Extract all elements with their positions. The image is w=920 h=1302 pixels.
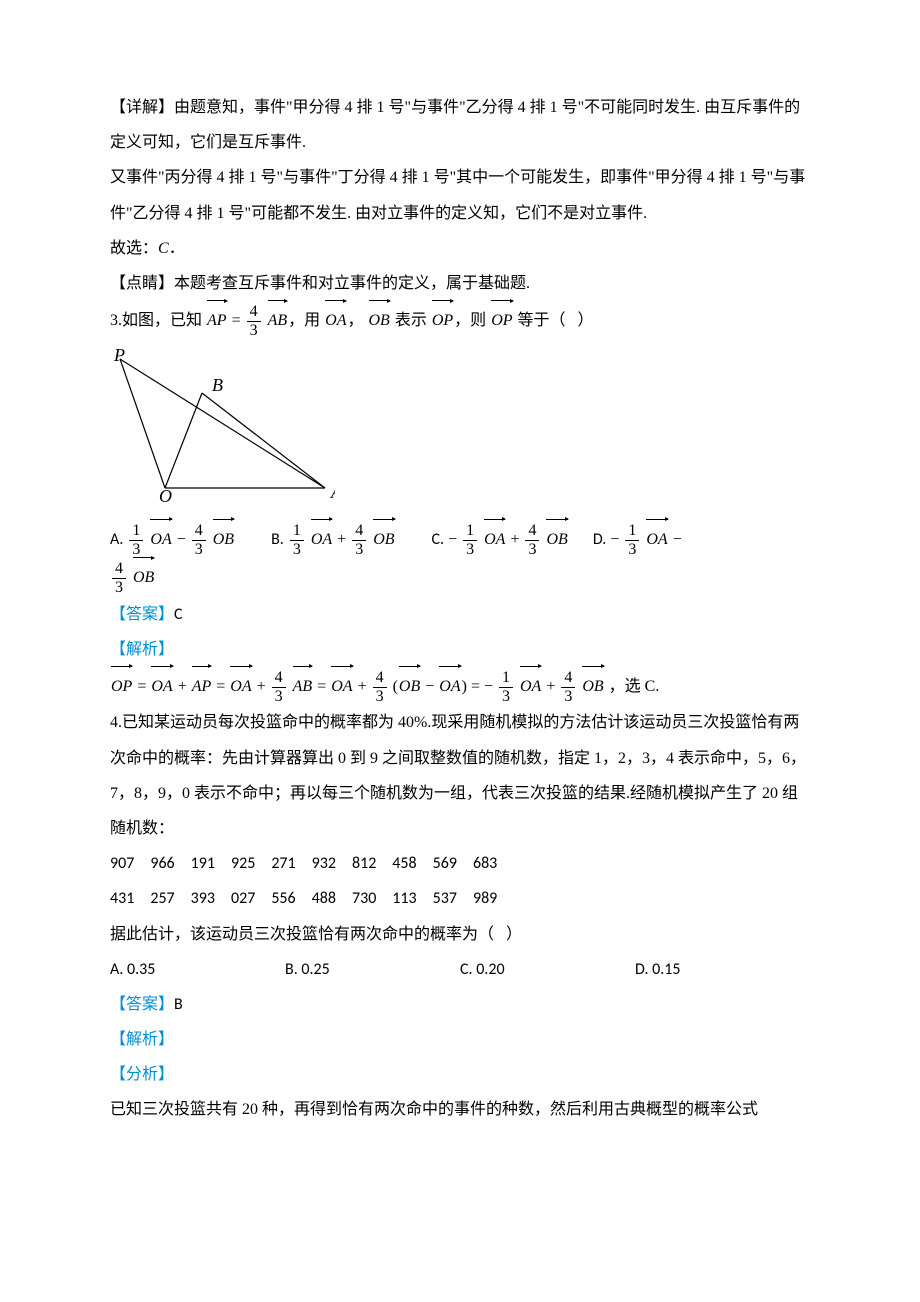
- paragraph: 又事件"丙分得 4 排 1 号"与事件"丁分得 4 排 1 号"其中一个可能发生…: [110, 160, 810, 230]
- vector-OP: OP: [432, 301, 453, 338]
- choice-D-cont: 43 OB: [110, 569, 155, 586]
- answer-label: 【答案】: [110, 996, 174, 1013]
- text: ，选 C.: [609, 678, 660, 695]
- paragraph: 【详解】由题意知，事件"甲分得 4 排 1 号"与事件"乙分得 4 排 1 号"…: [110, 90, 810, 160]
- q4-random-row1: 907 966 191 925 271 932 812 458 569 683: [110, 846, 810, 881]
- text: ，用: [288, 312, 324, 329]
- choice-B: B. 13 OA + 43 OB: [271, 531, 399, 548]
- random-number: 966: [150, 854, 174, 873]
- fraction-4-over-3: 43: [247, 303, 261, 339]
- answer-label: 【答案】: [110, 606, 174, 623]
- answer-line: 【答案】B: [110, 987, 810, 1022]
- analysis-label: 【解析】: [110, 1031, 174, 1048]
- random-number: 683: [473, 854, 497, 873]
- vector-AP: AP: [207, 301, 227, 338]
- vector-OB: OB: [369, 301, 390, 338]
- text: 3.如图，已知: [110, 312, 206, 329]
- random-number: 271: [271, 854, 295, 873]
- svg-text:A: A: [330, 482, 335, 502]
- text: ，则: [454, 312, 490, 329]
- text: ，: [347, 312, 363, 329]
- page: 【详解】由题意知，事件"甲分得 4 排 1 号"与事件"乙分得 4 排 1 号"…: [0, 0, 920, 1188]
- choice-C: C. − 13 OA + 43 OB: [432, 531, 573, 548]
- random-number: 812: [352, 854, 376, 873]
- svg-text:P: P: [113, 348, 125, 365]
- random-number: 989: [473, 889, 497, 908]
- question-3-stem: 3.如图，已知 AP = 43 AB，用 OA， OB 表示 OP，则 OP 等…: [110, 301, 810, 339]
- random-number: 932: [312, 854, 336, 873]
- question-4-stem: 4.已知某运动员每次投篮命中的概率都为 40%.现采用随机模拟的方法估计该运动员…: [110, 705, 810, 846]
- text: 表示: [391, 312, 431, 329]
- random-number: 191: [191, 854, 215, 873]
- paragraph: 故选：C．: [110, 231, 810, 266]
- random-number: 431: [110, 889, 134, 908]
- svg-text:O: O: [159, 486, 172, 503]
- answer-line: 【答案】C: [110, 597, 810, 632]
- choice-B: B. 0.25: [285, 952, 460, 987]
- q4-random-row2: 431 257 393 027 556 488 730 113 537 989: [110, 881, 810, 916]
- random-number: 393: [191, 889, 215, 908]
- vector-AB: AB: [268, 301, 288, 338]
- question-4-choices: A. 0.35 B. 0.25 C. 0.20 D. 0.15: [110, 952, 810, 987]
- analysis-line: 【解析】: [110, 1022, 810, 1057]
- vector-OP: OP: [491, 301, 512, 338]
- random-number: 027: [231, 889, 255, 908]
- random-number: 907: [110, 854, 134, 873]
- choice-A: A. 13 OA − 43 OB: [110, 531, 239, 548]
- analysis-line: 【解析】: [110, 632, 810, 667]
- question-3-figure: P B O A: [110, 348, 810, 516]
- question-4-tail: 据此估计，该运动员三次投篮恰有两次命中的概率为（ ）: [110, 917, 810, 952]
- question-3-choices: A. 13 OA − 43 OB B. 13 OA + 43 OB C. − 1…: [110, 520, 810, 597]
- analyze-line: 【分析】: [110, 1057, 810, 1092]
- text: 等于（: [514, 312, 566, 329]
- svg-text:B: B: [212, 375, 223, 395]
- choice-C: C. 0.20: [460, 952, 635, 987]
- random-number: 113: [392, 889, 416, 908]
- analysis-label: 【解析】: [110, 641, 174, 658]
- random-number: 458: [392, 854, 416, 873]
- random-number: 556: [271, 889, 295, 908]
- random-number: 537: [433, 889, 457, 908]
- text: ．: [169, 240, 185, 257]
- random-number: 488: [312, 889, 336, 908]
- q3-solution-formula: OP = OA + AP = OA + 43 AB = OA + 43 (OB …: [110, 667, 810, 705]
- choice-D: D. − 13 OA −: [593, 531, 682, 548]
- answer-text: B: [174, 995, 183, 1014]
- random-number: 925: [231, 854, 255, 873]
- random-number: 257: [150, 889, 174, 908]
- choice-D: D. 0.15: [635, 952, 810, 987]
- analyze-label: 【分析】: [110, 1066, 174, 1083]
- text: ）: [578, 312, 594, 329]
- paragraph: 【点睛】本题考查互斥事件和对立事件的定义，属于基础题.: [110, 266, 810, 301]
- choice-A: A. 0.35: [110, 952, 285, 987]
- text: 故选：: [110, 240, 158, 257]
- q4-analysis-text: 已知三次投篮共有 20 种，再得到恰有两次命中的事件的种数，然后利用古典概型的概…: [110, 1092, 810, 1127]
- answer-choice-letter: C: [158, 240, 169, 257]
- answer-text: C: [174, 605, 183, 624]
- random-number: 569: [433, 854, 457, 873]
- vector-OA: OA: [325, 301, 346, 338]
- random-number: 730: [352, 889, 376, 908]
